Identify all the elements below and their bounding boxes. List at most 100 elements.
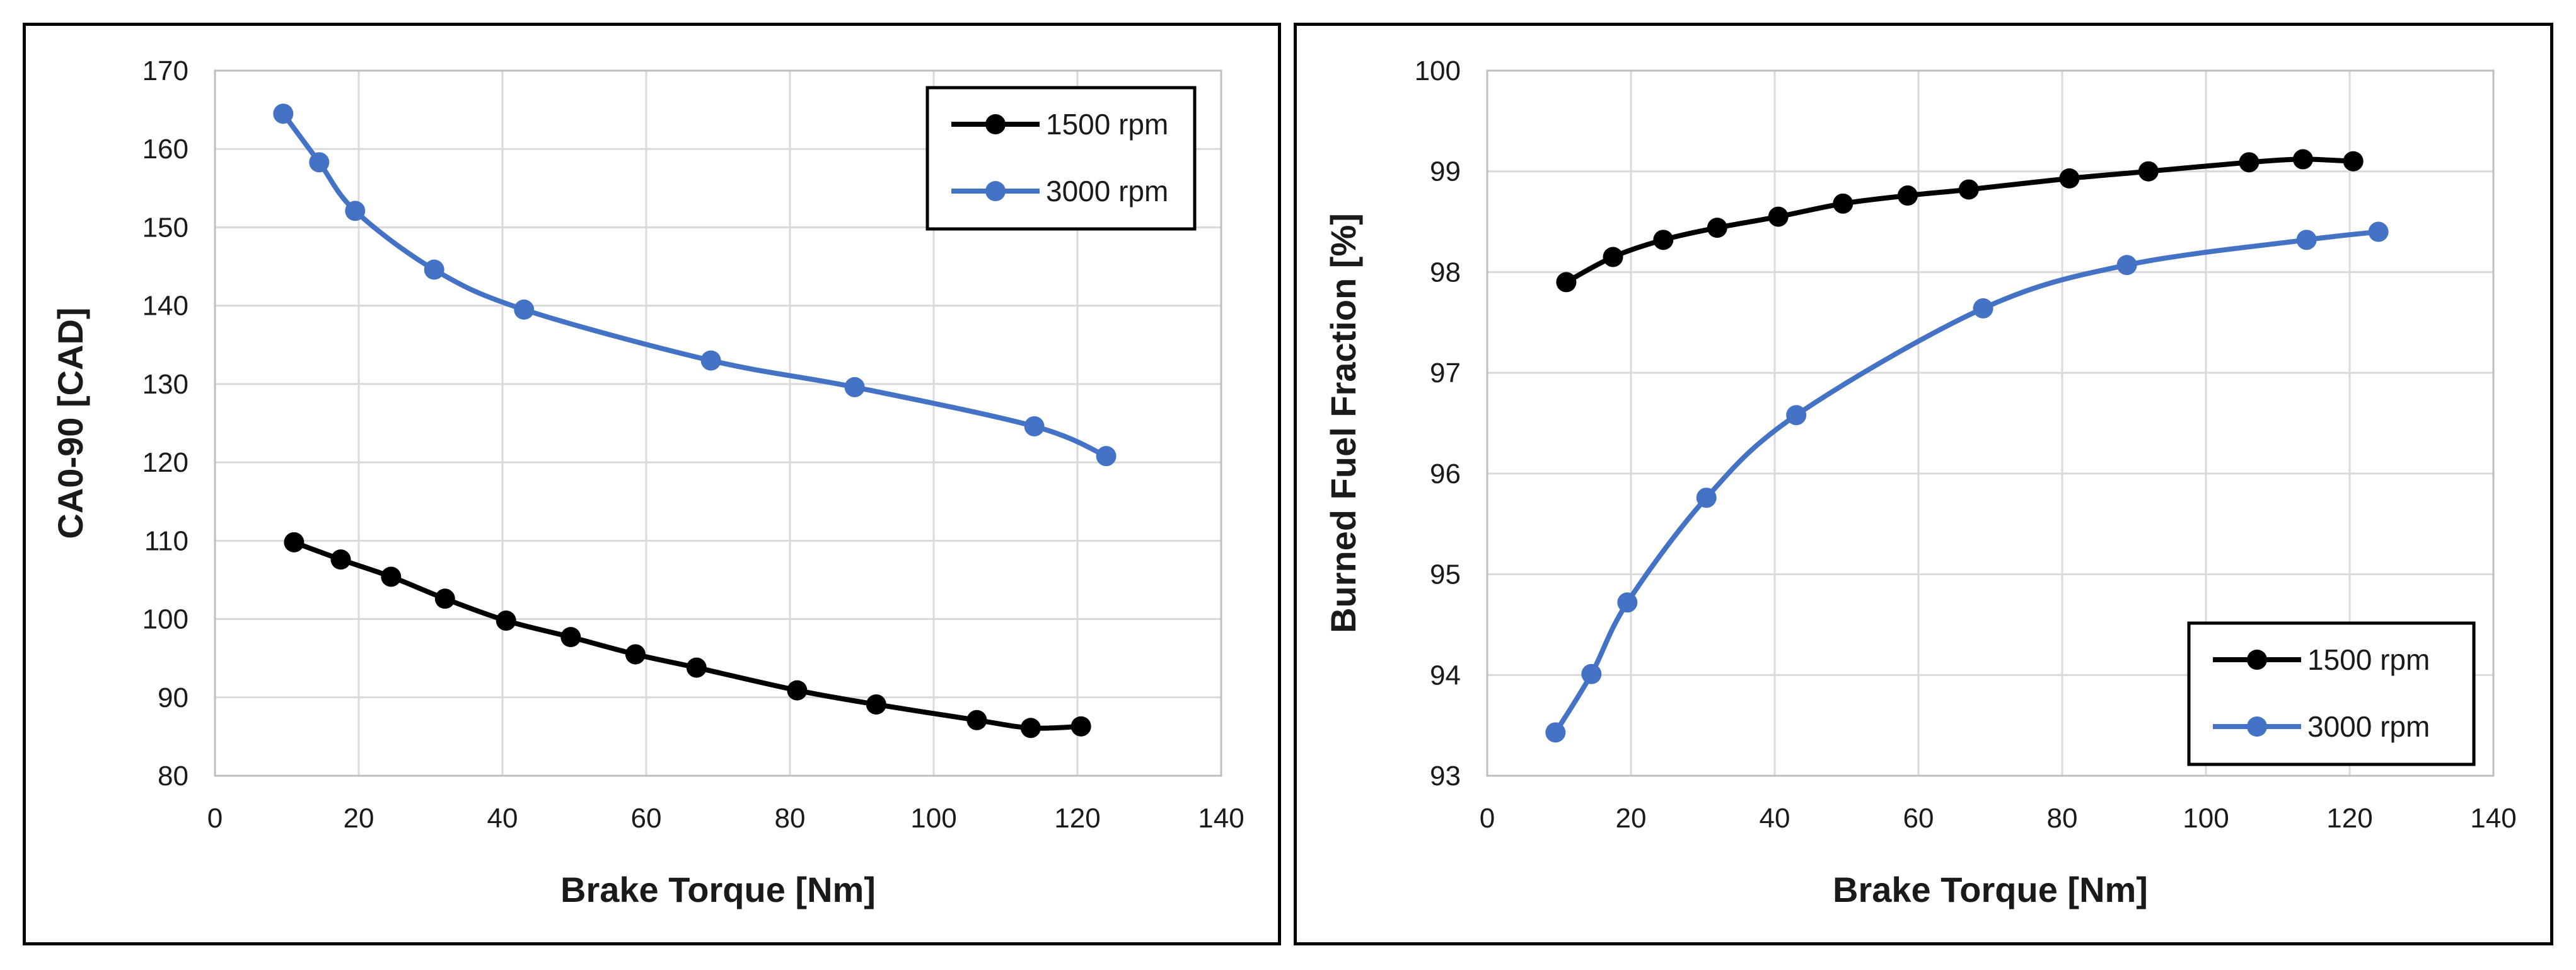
right-chart-series-1500-rpm-point [1556, 272, 1577, 293]
left-chart-series-3000-rpm-line [281, 111, 1109, 459]
right-chart-x-tick-label: 40 [1760, 803, 1790, 834]
right-chart-series-1500-rpm-point [2239, 152, 2260, 173]
left-chart-legend: 1500 rpm 3000 rpm [925, 86, 1197, 231]
left-chart-y-axis-title: CA0-90 [CAD] [50, 307, 90, 539]
left-chart-y-tick-label: 100 [142, 604, 189, 635]
left-chart-series-1500-rpm-point [284, 532, 305, 552]
left-chart-series-1500-rpm-point [966, 710, 987, 730]
right-chart-series-1500-rpm-point [1768, 206, 1789, 227]
right-chart-x-tick-label: 100 [2183, 803, 2229, 834]
right-chart-plot-area [1486, 69, 2495, 777]
right-chart-x-tick-label: 80 [2047, 803, 2078, 834]
right-chart-series-3000-rpm-point [1696, 488, 1717, 508]
right-chart-x-tick-label: 60 [1903, 803, 1934, 834]
left-chart-y-tick-label: 90 [158, 682, 189, 713]
right-chart-legend-swatch-marker [2247, 650, 2267, 670]
left-chart-x-tick-label: 0 [207, 803, 223, 834]
right-chart-series-1500-rpm-point [2059, 168, 2080, 189]
right-chart-series-1500-rpm [1556, 149, 2364, 293]
left-chart-y-tick-label: 150 [142, 212, 189, 243]
right-chart-series-1500-rpm-point [1897, 185, 1918, 206]
left-chart-series-1500-rpm-point [1070, 716, 1091, 737]
left-chart-series-1500-rpm-point [1020, 718, 1041, 739]
right-chart: 0 20 40 60 80 100 120 140 93 94 95 96 97 98 99 100 Brake… [1323, 56, 2517, 909]
left-chart-series-3000-rpm-point [424, 259, 444, 280]
left-chart-y-tick-label: 120 [142, 447, 189, 478]
right-chart-series-3000-rpm-point [1581, 663, 1602, 684]
right-chart-series-1500-rpm-point [1958, 179, 1979, 200]
right-chart-panel: 0 20 40 60 80 100 120 140 93 94 95 96 97 98 99 100 Brake… [1294, 23, 2553, 945]
left-chart-legend-box [925, 86, 1197, 231]
left-chart-series-3000-rpm-point [1024, 416, 1045, 436]
right-chart-series-1500-rpm-point [1833, 193, 1854, 214]
left-chart-y-tick-label: 130 [142, 369, 189, 400]
right-chart-legend-box [2187, 621, 2476, 766]
right-chart-y-tick-label: 100 [1415, 56, 1461, 86]
right-chart-y-tick-label: 95 [1430, 559, 1461, 590]
left-chart-series-3000-rpm-point [844, 377, 865, 397]
left-chart-series-1500-rpm-point [625, 644, 646, 665]
left-chart-series-3000-rpm-point [345, 201, 366, 221]
left-chart-y-tick-label: 160 [142, 134, 189, 165]
right-chart-series-3000-rpm-point [1973, 298, 1993, 318]
left-chart-series-1500-rpm-point [434, 588, 455, 609]
right-chart-legend-label: 1500 rpm [2307, 643, 2430, 676]
left-chart-series-1500-rpm-line [291, 539, 1084, 731]
left-chart-series-1500-rpm-point [560, 627, 581, 648]
left-chart-legend-swatch-marker [985, 114, 1006, 134]
right-chart-x-axis-title: Brake Torque [Nm] [1833, 870, 2148, 909]
right-chart-series-1500-rpm-point [2138, 161, 2159, 182]
left-chart-y-tick-label: 140 [142, 291, 189, 322]
left-chart-x-axis-title: Brake Torque [Nm] [560, 870, 876, 909]
left-chart-legend-label: 3000 rpm [1046, 175, 1168, 207]
left-chart-series-3000-rpm-point [514, 299, 535, 320]
right-chart-series-3000-rpm [1545, 221, 2389, 743]
right-chart-y-tick-label: 98 [1430, 257, 1461, 288]
left-chart: 0 20 40 60 80 100 120 140 80 90 100 110 120 130 140 150… [50, 56, 1244, 909]
right-chart-series-3000-rpm-point [2368, 221, 2389, 242]
left-chart-y-tick-label: 80 [158, 761, 189, 792]
right-chart-series-3000-rpm-point [1786, 405, 1807, 426]
right-chart-series-3000-rpm-point [1617, 592, 1638, 613]
left-chart-x-tick-label: 120 [1054, 803, 1100, 834]
right-chart-x-tick-label: 20 [1616, 803, 1647, 834]
right-chart-y-tick-label: 99 [1430, 156, 1461, 187]
right-chart-series-1500-rpm-point [1653, 230, 1674, 250]
right-chart-series-3000-rpm-point [1545, 722, 1566, 743]
left-chart-series-3000-rpm-point [309, 152, 330, 173]
left-chart-x-tick-label: 20 [344, 803, 374, 834]
left-chart-series-1500-rpm-point [686, 657, 707, 678]
right-chart-series-1500-rpm-point [1707, 218, 1727, 238]
left-chart-x-tick-label: 60 [631, 803, 662, 834]
left-chart-x-tick-label: 100 [910, 803, 956, 834]
right-chart-series-1500-rpm-point [2292, 149, 2313, 170]
left-chart-x-tick-label: 40 [487, 803, 518, 834]
left-chart-y-tick-label: 170 [142, 56, 189, 86]
left-chart-series-3000-rpm-point [700, 350, 721, 371]
right-chart-legend-swatch-marker [2247, 716, 2267, 737]
left-chart-series-3000-rpm [273, 103, 1117, 467]
right-chart-y-axis-title: Burned Fuel Fraction [%] [1323, 213, 1363, 633]
right-chart-series-1500-rpm-point [1603, 247, 1623, 267]
right-chart-series-3000-rpm-line [1553, 229, 2381, 735]
left-chart-legend-label: 1500 rpm [1046, 108, 1168, 141]
right-chart-y-tick-label: 96 [1430, 459, 1461, 489]
right-chart-series-3000-rpm-point [2116, 255, 2137, 276]
left-chart-y-tick-label: 110 [144, 525, 189, 556]
right-chart-series-1500-rpm-line [1564, 156, 2356, 285]
right-chart-legend-label: 3000 rpm [2307, 710, 2430, 743]
left-chart-legend-swatch-marker [985, 181, 1006, 201]
right-chart-y-tick-label: 93 [1430, 761, 1461, 792]
left-chart-series-1500-rpm-point [787, 680, 808, 701]
left-chart-x-tick-label: 140 [1198, 803, 1244, 834]
left-chart-series-1500-rpm-point [381, 566, 402, 587]
right-chart-series-1500-rpm-point [2343, 151, 2364, 172]
right-chart-y-tick-label: 97 [1430, 358, 1461, 389]
left-chart-x-tick-label: 80 [775, 803, 806, 834]
right-chart-x-tick-label: 140 [2470, 803, 2516, 834]
left-chart-panel: 0 20 40 60 80 100 120 140 80 90 100 110 120 130 140 150… [23, 23, 1281, 945]
left-chart-plot-area [214, 69, 1222, 777]
left-chart-series-1500-rpm [284, 532, 1091, 739]
right-chart-legend: 1500 rpm 3000 rpm [2187, 621, 2476, 766]
right-chart-y-tick-label: 94 [1430, 660, 1461, 691]
